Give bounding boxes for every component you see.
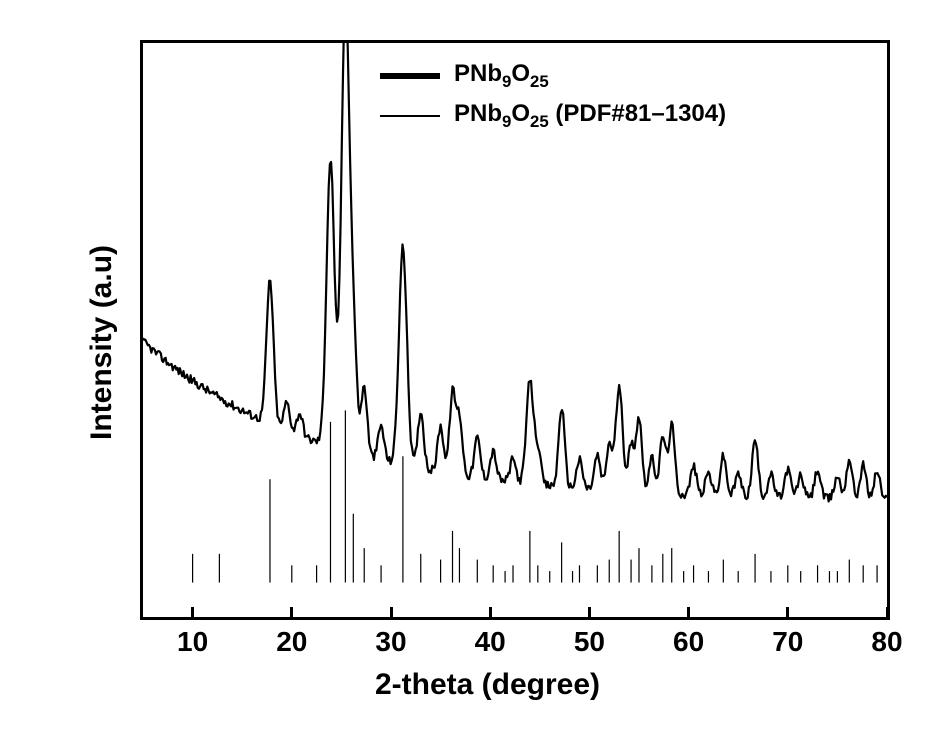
- x-tick: [687, 607, 690, 617]
- legend-swatch: [380, 115, 440, 117]
- x-tick-label: 40: [460, 626, 520, 658]
- x-tick-label: 50: [559, 626, 619, 658]
- x-tick-label: 80: [857, 626, 917, 658]
- x-tick: [290, 607, 293, 617]
- chart-container: PNb9O25 PNb9O25 (PDF#81–1304) 10 20 30 40 50 6…: [0, 0, 931, 753]
- x-tick: [588, 607, 591, 617]
- x-tick: [489, 607, 492, 617]
- x-tick: [786, 607, 789, 617]
- legend-label: PNb9O25: [454, 60, 549, 92]
- x-tick-label: 20: [262, 626, 322, 658]
- x-axis-label: 2-theta (degree): [375, 668, 600, 702]
- legend-entry: PNb9O25 (PDF#81–1304): [380, 100, 726, 132]
- legend: PNb9O25 PNb9O25 (PDF#81–1304): [380, 60, 726, 140]
- x-tick: [191, 607, 194, 617]
- y-axis-label: Intensity (a.u): [85, 245, 119, 440]
- legend-label: PNb9O25 (PDF#81–1304): [454, 100, 726, 132]
- legend-swatch: [380, 73, 440, 79]
- x-tick-label: 30: [361, 626, 421, 658]
- x-tick-label: 70: [758, 626, 818, 658]
- x-tick-label: 60: [659, 626, 719, 658]
- x-tick-label: 10: [163, 626, 223, 658]
- x-tick: [886, 607, 889, 617]
- x-tick: [390, 607, 393, 617]
- legend-entry: PNb9O25: [380, 60, 726, 92]
